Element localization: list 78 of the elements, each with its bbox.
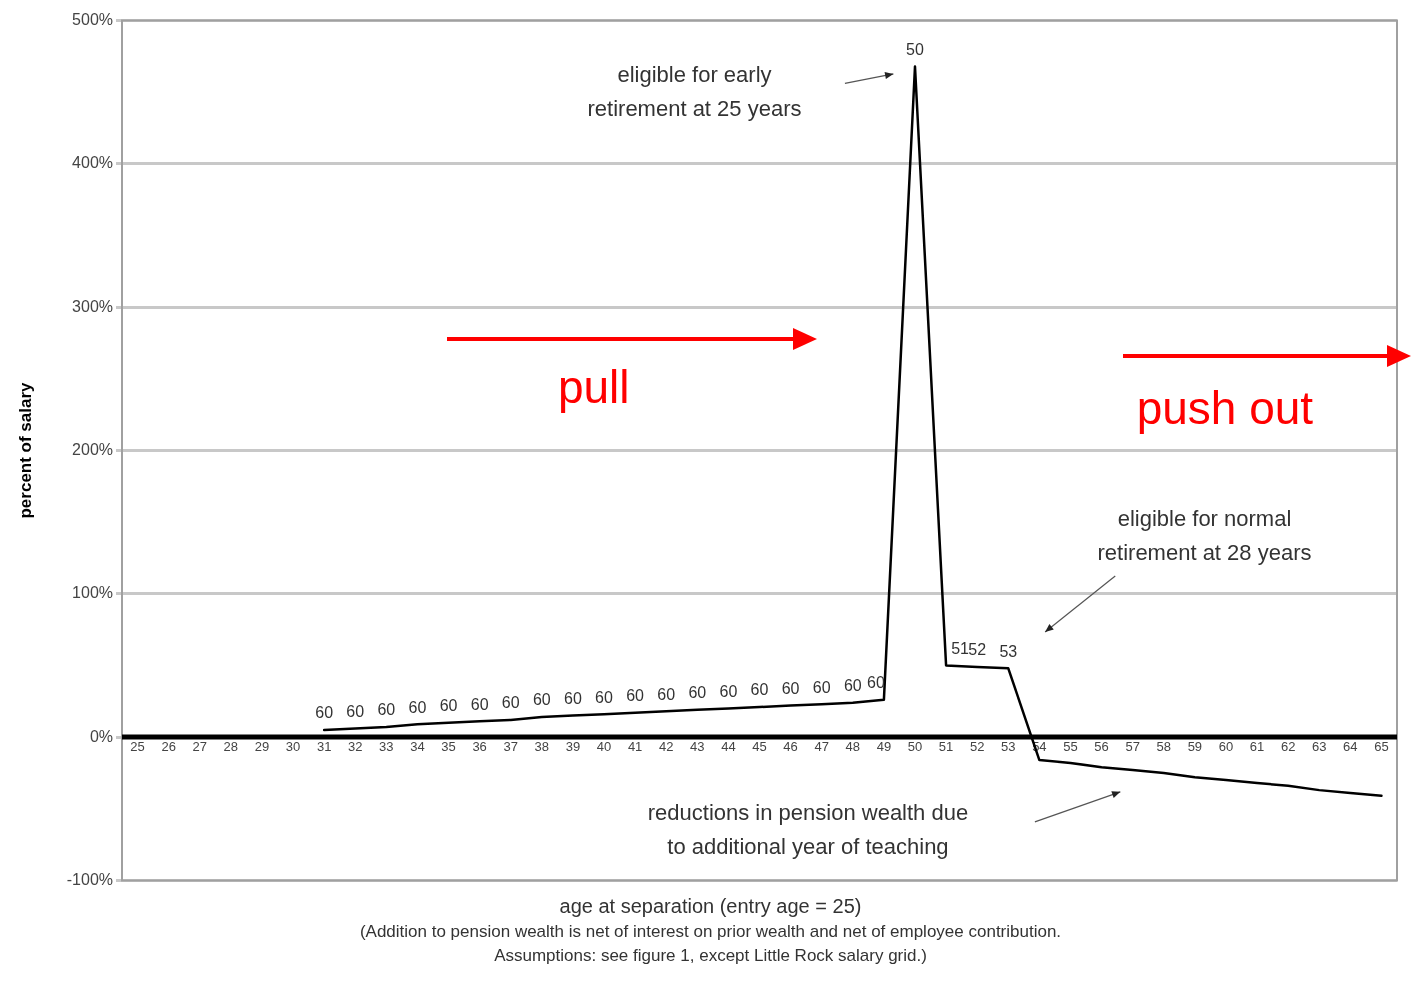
annotation: 60: [719, 682, 738, 700]
annotation: 60: [377, 701, 396, 719]
annotation: 60: [315, 704, 334, 722]
x-tick-label: 60: [1218, 739, 1234, 755]
x-tick-label: 27: [192, 739, 207, 755]
x-tick-label: 63: [1312, 739, 1327, 755]
x-tick-label: 48: [845, 739, 861, 755]
annotation: 60: [439, 697, 458, 715]
y-tick-label: 100%: [72, 584, 113, 602]
x-tick-label: 46: [783, 739, 798, 755]
x-tick-label: 39: [565, 739, 581, 755]
y-tick-label: 200%: [72, 440, 113, 458]
x-tick-label: 44: [721, 739, 736, 755]
x-tick-label: 50: [907, 739, 923, 755]
text: Assumptions: see figure 1, except Little Rock salary grid.): [493, 946, 928, 966]
annotation: 60: [688, 684, 707, 702]
annotation: 60: [470, 695, 489, 713]
x-tick-label: 37: [503, 739, 518, 755]
x-tick-label: 33: [379, 739, 394, 755]
x-tick-label: 40: [596, 739, 612, 755]
x-tick-label: 57: [1125, 739, 1140, 755]
x-tick-label: 41: [627, 739, 643, 755]
annotation: 51: [951, 639, 970, 657]
x-tick-label: 58: [1156, 739, 1171, 755]
y-tick-label: 300%: [72, 297, 113, 315]
annotation: 52: [968, 641, 987, 659]
x-tick-label: 56: [1094, 739, 1109, 755]
x-tick-label: 25: [130, 739, 145, 755]
annotation: 53: [999, 642, 1018, 660]
x-tick-label: 28: [223, 739, 239, 755]
annotation: 60: [812, 678, 831, 696]
annotation: 60: [843, 677, 862, 695]
x-tick-label: 45: [752, 739, 767, 755]
y-tick-label: 0%: [89, 727, 113, 745]
x-tick-label: 31: [316, 739, 332, 755]
annotation: 60: [346, 702, 365, 720]
x-tick-label: 64: [1343, 739, 1358, 755]
x-tick-label: 35: [441, 739, 456, 755]
x-axis-title: age at separation (entry age = 25): [558, 895, 863, 918]
x-tick-label: 29: [254, 739, 270, 755]
annotation: reductions in pension wealth due to additional year of teaching: [647, 800, 969, 860]
annotation: 60: [781, 679, 800, 697]
x-tick-label: 53: [1001, 739, 1016, 755]
annotation: push out: [1136, 382, 1314, 435]
text: (Addition to pension wealth is net of interest on prior wealth and net of employee contribution.: [358, 922, 1063, 942]
x-tick-label: 55: [1063, 739, 1078, 755]
x-tick-label: 26: [161, 739, 176, 755]
annotation: 60: [564, 690, 582, 708]
x-tick-label: 34: [410, 739, 425, 755]
annotation: pull: [557, 361, 630, 413]
x-tick-label: 52: [969, 739, 985, 755]
x-tick-label: 62: [1280, 739, 1296, 755]
x-tick-label: 32: [348, 739, 363, 755]
x-tick-label: 59: [1187, 739, 1203, 755]
x-tick-label: 49: [876, 739, 892, 755]
x-tick-label: 65: [1374, 739, 1389, 755]
x-tick-label: 30: [285, 739, 301, 755]
y-axis-title: percent of salary: [15, 381, 35, 519]
y-tick-label: 500%: [72, 11, 113, 29]
y-tick-label: -100%: [66, 870, 113, 888]
x-tick-label: 61: [1249, 739, 1265, 755]
annotation: 60: [595, 688, 614, 706]
annotation: eligible for normal retirement at 28 years: [1097, 505, 1312, 565]
y-tick-label: 400%: [72, 154, 113, 172]
x-tick-label: 47: [814, 739, 829, 755]
annotation: 60: [408, 698, 427, 716]
annotation: 60: [657, 685, 676, 703]
x-tick-label: 51: [938, 739, 954, 755]
annotation: 60: [750, 681, 769, 699]
x-tick-label: 36: [472, 739, 487, 755]
x-tick-label: 42: [658, 739, 674, 755]
annotation: 60: [532, 691, 551, 709]
annotation: 60: [626, 687, 645, 705]
annotation: 60: [501, 694, 520, 712]
annotation: 50: [906, 40, 924, 58]
x-tick-label: 43: [690, 739, 705, 755]
annotation: eligible for early retirement at 25 years: [587, 61, 802, 121]
x-tick-label: 38: [534, 739, 550, 755]
